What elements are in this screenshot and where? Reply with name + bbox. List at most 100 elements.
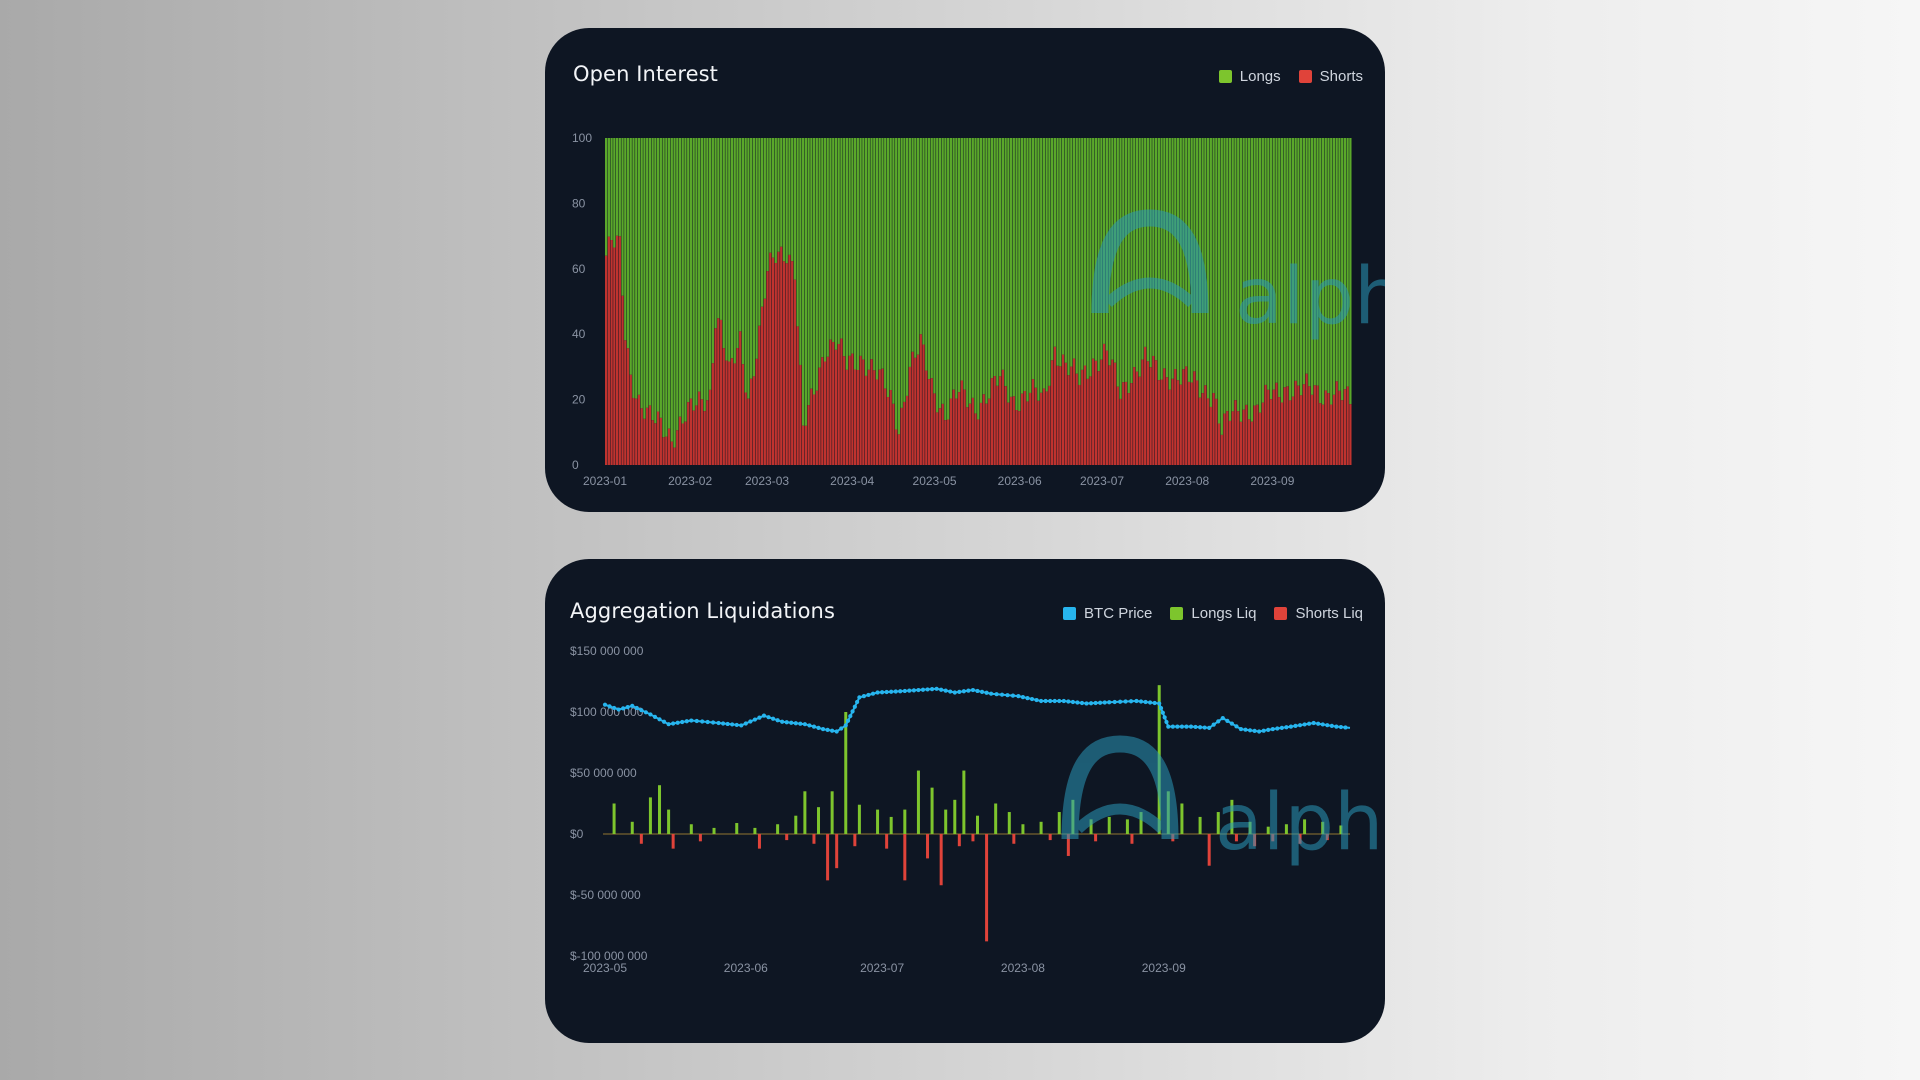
- shorts-bar: [1187, 381, 1191, 465]
- legend-item-shorts-liq[interactable]: Shorts Liq: [1274, 605, 1363, 622]
- shorts-bar: [1097, 371, 1100, 465]
- shorts-bar: [897, 434, 901, 465]
- shorts-bar: [1070, 366, 1073, 465]
- longs-bar: [758, 138, 761, 326]
- btc-price-point: [857, 695, 862, 700]
- longs-bar: [1007, 138, 1010, 403]
- shorts-bar: [1220, 434, 1223, 465]
- shorts-bar: [728, 361, 731, 465]
- shorts-bar: [1190, 382, 1193, 465]
- longs-bar: [829, 138, 832, 340]
- shorts-bar: [692, 410, 695, 465]
- shorts-liq-bar: [826, 834, 830, 881]
- longs-liq-bar: [612, 803, 616, 834]
- longs-bar: [862, 138, 865, 360]
- longs-bar: [1223, 138, 1226, 414]
- shorts-bar: [875, 379, 879, 465]
- shorts-bar: [927, 379, 931, 465]
- longs-bar: [1245, 138, 1248, 405]
- longs-bar: [1253, 138, 1256, 406]
- longs-liq-bar: [1230, 799, 1234, 834]
- shorts-bar: [1308, 386, 1311, 465]
- longs-liq-bar: [689, 824, 693, 834]
- btc-price-point: [721, 721, 726, 726]
- longs-liq-bar: [803, 791, 807, 834]
- longs-bar: [881, 138, 884, 369]
- longs-bar: [1004, 138, 1007, 387]
- watermark-arch-inner-icon: [1104, 277, 1196, 308]
- shorts-bar: [922, 344, 925, 465]
- longs-liq-bar: [658, 785, 662, 834]
- shorts-bar: [925, 370, 928, 465]
- longs-bar: [646, 138, 649, 408]
- btc-price-point: [1229, 721, 1234, 726]
- shorts-bar: [845, 369, 849, 465]
- shorts-bar: [725, 360, 728, 465]
- longs-bar: [640, 138, 643, 409]
- btc-price-point: [1302, 722, 1307, 727]
- shorts-bar: [1152, 355, 1155, 465]
- shorts-bar: [1201, 393, 1204, 465]
- longs-bar: [903, 138, 906, 402]
- legend-item-longs[interactable]: Longs: [1218, 68, 1281, 85]
- longs-bar: [782, 138, 786, 262]
- longs-bar: [1278, 138, 1281, 398]
- shorts-bar: [905, 395, 909, 465]
- shorts-bar: [996, 385, 999, 465]
- longs-bar: [840, 138, 843, 339]
- shorts-bar: [1100, 359, 1103, 465]
- shorts-bar: [635, 398, 638, 465]
- shorts-bar: [1023, 390, 1026, 465]
- shorts-bar: [1111, 359, 1114, 465]
- btc-price-point: [1175, 724, 1180, 729]
- longs-bar: [1138, 138, 1141, 377]
- btc-price-point: [884, 689, 889, 695]
- longs-bar: [900, 138, 903, 408]
- btc-price-point: [952, 690, 957, 695]
- btc-price-point: [861, 694, 867, 699]
- longs-bar: [843, 138, 846, 357]
- longs-bar: [908, 138, 911, 367]
- shorts-bar: [854, 369, 857, 465]
- longs-bar: [1291, 138, 1295, 397]
- btc-price-point: [929, 687, 935, 692]
- btc-price-point: [1160, 710, 1165, 715]
- shorts-bar: [706, 400, 709, 465]
- longs-bar: [1081, 138, 1084, 370]
- legend-item-btc-price[interactable]: BTC Price: [1063, 605, 1152, 622]
- shorts-bar: [864, 375, 868, 465]
- longs-bar: [1327, 138, 1330, 394]
- shorts-liq-bar: [926, 834, 930, 859]
- longs-liq-bar: [667, 809, 671, 834]
- btc-price-point: [1261, 728, 1266, 733]
- shorts-bar: [1051, 360, 1054, 465]
- btc-price-point: [934, 686, 939, 691]
- shorts-bar: [884, 388, 887, 465]
- shorts-bar: [1346, 386, 1349, 465]
- shorts-bar: [684, 421, 687, 465]
- legend-item-longs-liq[interactable]: Longs Liq: [1170, 605, 1256, 622]
- shorts-bar: [1272, 389, 1275, 465]
- shorts-liq-bar: [1048, 834, 1052, 841]
- longs-bar: [889, 138, 892, 391]
- btc-price-point: [1005, 693, 1010, 698]
- btc-price-point: [1270, 726, 1275, 732]
- shorts-bar: [1349, 404, 1352, 465]
- btc-price-point: [1102, 700, 1107, 705]
- longs-bar: [1294, 138, 1297, 381]
- watermark-logo: alph: [1061, 735, 1383, 868]
- longs-bar: [637, 138, 641, 395]
- longs-bar: [1308, 138, 1311, 387]
- longs-bar: [947, 138, 950, 420]
- btc-price-point: [848, 713, 853, 719]
- shorts-liq-bar: [785, 834, 789, 841]
- shorts-bar: [821, 357, 824, 465]
- liquidations-title: Aggregation Liquidations: [570, 599, 835, 623]
- longs-bar: [1256, 138, 1259, 405]
- y-tick-label: $-50 000 000: [570, 888, 641, 902]
- longs-bar: [1176, 138, 1180, 381]
- longs-bar: [656, 138, 660, 412]
- legend-item-shorts[interactable]: Shorts: [1298, 68, 1363, 85]
- longs-liq-bar: [916, 770, 920, 834]
- liquidations-card: Aggregation Liquidations BTC Price Longs…: [545, 559, 1385, 1043]
